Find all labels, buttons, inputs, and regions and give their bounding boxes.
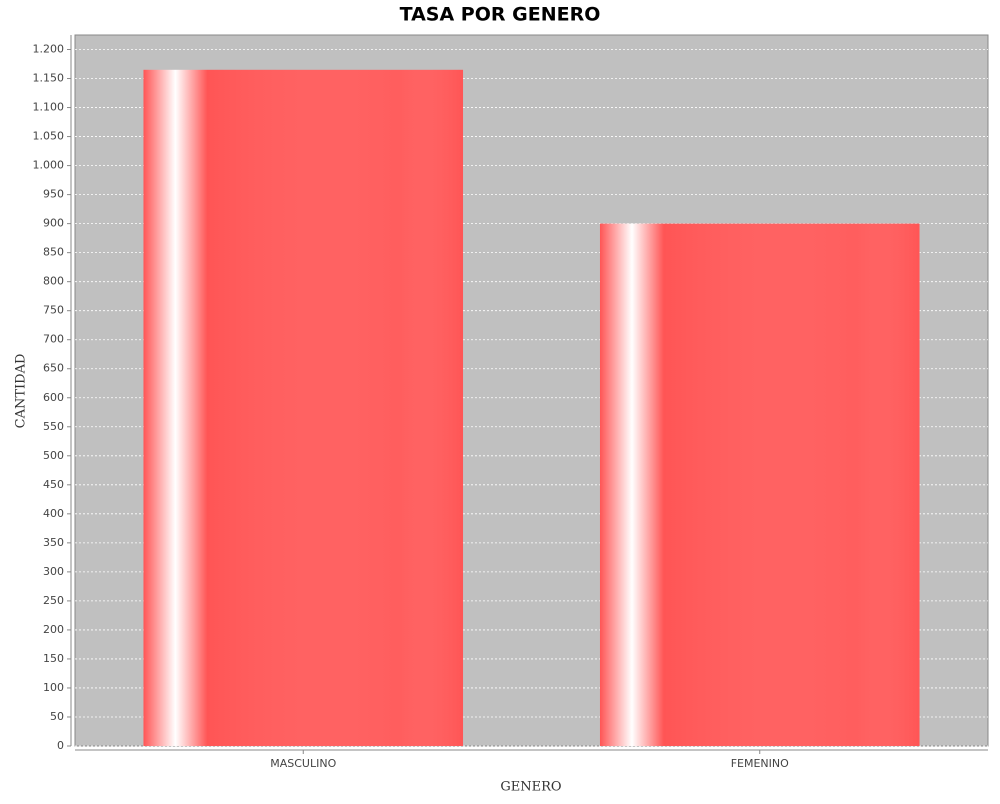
y-tick-label: 200 <box>43 623 64 636</box>
y-tick-label: 400 <box>43 507 64 520</box>
y-axis-title: CANTIDAD <box>14 354 29 429</box>
y-tick-label: 250 <box>43 594 64 607</box>
y-tick-label: 1.200 <box>33 43 65 56</box>
y-tick-label: 450 <box>43 478 64 491</box>
y-tick-label: 750 <box>43 304 64 317</box>
y-tick-label: 850 <box>43 246 64 259</box>
y-tick-label: 350 <box>43 536 64 549</box>
x-tick-label: FEMENINO <box>731 757 789 770</box>
bar-highlight <box>599 223 920 746</box>
y-tick-label: 950 <box>43 188 64 201</box>
y-tick-label: 300 <box>43 565 64 578</box>
x-axis-title: GENERO <box>500 780 561 795</box>
y-tick-label: 900 <box>43 217 64 230</box>
y-tick-label: 1.150 <box>33 72 65 85</box>
y-tick-label: 500 <box>43 449 64 462</box>
chart-title: TASA POR GENERO <box>400 4 601 26</box>
y-tick-label: 0 <box>57 739 64 752</box>
y-tick-label: 100 <box>43 681 64 694</box>
y-tick-label: 150 <box>43 652 64 665</box>
y-tick-label: 1.050 <box>33 130 65 143</box>
y-tick-label: 700 <box>43 333 64 346</box>
y-tick-label: 550 <box>43 420 64 433</box>
y-tick-label: 650 <box>43 362 64 375</box>
y-tick-label: 1.000 <box>33 159 65 172</box>
y-tick-label: 800 <box>43 275 64 288</box>
y-tick-label: 1.100 <box>33 101 65 114</box>
y-tick-label: 50 <box>50 710 64 723</box>
x-tick-label: MASCULINO <box>270 757 336 770</box>
y-tick-label: 600 <box>43 391 64 404</box>
bar-highlight <box>143 69 464 747</box>
